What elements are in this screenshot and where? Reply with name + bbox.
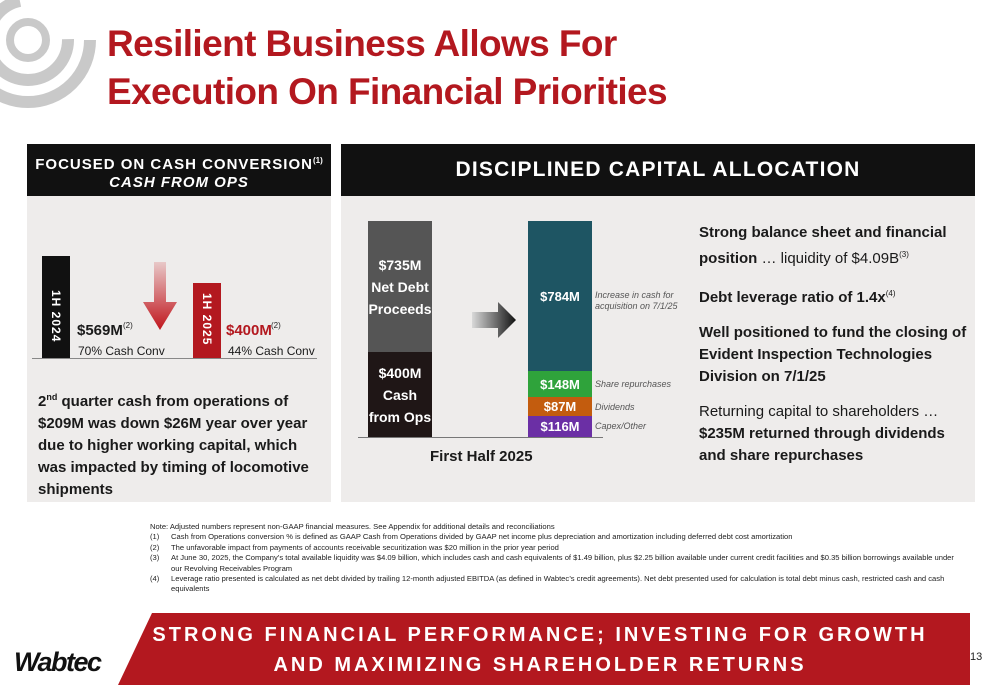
footnote-number: (2) xyxy=(150,542,160,552)
capital-allocation-points: Strong balance sheet and financial posit… xyxy=(699,222,971,480)
segment-value: $784M xyxy=(540,288,580,304)
cash-from-ops-segment: $400M Cash from Ops xyxy=(368,352,432,437)
header-line-1: FOCUSED ON CASH CONVERSION xyxy=(35,156,313,173)
summary-text: quarter cash from operations of $209M wa… xyxy=(38,393,309,498)
segment-value: $148M xyxy=(540,376,580,392)
note-line: acquisition on 7/1/25 xyxy=(595,301,678,311)
bar-1h-2025: 1H 2025 xyxy=(193,283,221,358)
footnote-ref: (2) xyxy=(123,321,133,330)
segment-label: Cash xyxy=(382,386,418,403)
conversion-1h-2024: 70% Cash Conv xyxy=(78,344,165,358)
footnote-text: The unfavorable impact from payments of … xyxy=(171,542,559,552)
share-repurchases-segment: $148M xyxy=(528,371,592,397)
cash-conversion-panel xyxy=(27,144,331,502)
cash-conversion-header: FOCUSED ON CASH CONVERSION(1) CASH FROM … xyxy=(27,144,331,196)
footnote-text: Cash from Operations conversion % is def… xyxy=(171,532,793,542)
chart-period-label: First Half 2025 xyxy=(430,448,533,465)
footnote-intro: Note: Adjusted numbers represent non-GAA… xyxy=(150,522,555,531)
segment-value: $87M xyxy=(543,399,577,414)
down-arrow-icon xyxy=(143,262,177,330)
footnote-item: (1) Cash from Operations conversion % is … xyxy=(150,532,965,542)
point-returns: Returning capital to shareholders … $235M… xyxy=(699,401,971,467)
footnotes: Note: Adjusted numbers represent non-GAA… xyxy=(150,522,965,595)
net-debt-proceeds-segment: $735M Net Debt Proceeds xyxy=(368,221,432,352)
right-arrow-icon xyxy=(472,302,516,338)
capital-allocation-panel xyxy=(341,144,975,502)
cash-ops-summary: 2nd quarter cash from operations of $209… xyxy=(38,386,328,501)
footnote-ref: (1) xyxy=(312,156,323,165)
chart-baseline xyxy=(32,358,317,359)
title-line-2: Execution On Financial Priorities xyxy=(107,71,668,112)
footnote-item: (4) Leverage ratio presented is calculate… xyxy=(150,574,965,595)
ordinal-number: 2 xyxy=(38,393,47,410)
segment-label: Proceeds xyxy=(368,300,432,317)
wabtec-logo: Wabtec xyxy=(14,647,102,677)
title-line-1: Resilient Business Allows For xyxy=(107,23,617,64)
footnote-number: (1) xyxy=(150,532,160,542)
segment-label: from Ops xyxy=(368,408,432,425)
bar-label-1h-2025: 1H 2025 xyxy=(200,293,214,346)
note-line: Increase in cash for xyxy=(595,290,674,300)
wabtec-swirl-icon xyxy=(0,0,96,108)
footnote-text: At June 30, 2025, the Company’s total av… xyxy=(171,553,954,573)
point-bold: Well positioned to fund the closing of E… xyxy=(699,324,967,385)
bar-1h-2024: 1H 2024 xyxy=(42,256,70,358)
segment-value: $400M xyxy=(378,364,422,381)
banner-line-2: AND MAXIMIZING SHAREHOLDER RETURNS xyxy=(273,654,807,676)
point-acquisition: Well positioned to fund the closing of E… xyxy=(699,322,971,388)
footnote-ref: (2) xyxy=(271,321,281,330)
conversion-1h-2025: 44% Cash Conv xyxy=(228,344,315,358)
footnote-number: (3) xyxy=(150,553,160,563)
footnote-text: Leverage ratio presented is calculated a… xyxy=(171,574,945,594)
dividends-note: Dividends xyxy=(595,402,635,412)
chart-baseline xyxy=(358,437,603,438)
page-number: 13 xyxy=(970,651,983,663)
share-repurchases-note: Share repurchases xyxy=(595,379,672,389)
point-leverage: Debt leverage ratio of 1.4x(4) xyxy=(699,283,971,309)
header-line-2: CASH FROM OPS xyxy=(109,174,249,191)
segment-label: Net Debt xyxy=(371,278,429,295)
point-text: … liquidity of $4.09B xyxy=(757,250,900,267)
value-1h-2025: $400M xyxy=(226,322,272,339)
point-bold: Strong balance sheet and financial posit… xyxy=(699,224,947,267)
bottom-banner xyxy=(118,613,970,685)
footnote-number: (4) xyxy=(150,574,160,584)
point-bold: $235M returned through dividends and sha… xyxy=(699,425,945,464)
dividends-segment: $87M xyxy=(528,397,592,416)
banner-text: STRONG FINANCIAL PERFORMANCE; INVESTING … xyxy=(150,620,930,680)
segment-value: $116M xyxy=(540,419,580,434)
footnote-ref: (4) xyxy=(885,289,896,298)
footnote-ref: (3) xyxy=(899,250,909,259)
point-text: Returning capital to shareholders … xyxy=(699,403,939,420)
ordinal-suffix: nd xyxy=(46,392,58,402)
footnote-item: (2) The unfavorable impact from payments … xyxy=(150,543,965,553)
capex-note: Capex/Other xyxy=(595,421,647,431)
bar-label-1h-2024: 1H 2024 xyxy=(49,290,63,343)
point-liquidity: Strong balance sheet and financial posit… xyxy=(699,222,971,270)
segment-value: $735M xyxy=(378,256,422,273)
point-bold: Debt leverage ratio of 1.4x xyxy=(699,289,886,306)
banner-line-1: STRONG FINANCIAL PERFORMANCE; INVESTING … xyxy=(152,624,928,646)
value-1h-2024: $569M xyxy=(77,322,123,339)
cash-increase-segment: $784M xyxy=(528,221,592,371)
footnote-item: (3) At June 30, 2025, the Company’s total… xyxy=(150,553,965,574)
capex-segment: $116M xyxy=(528,416,592,437)
page-title: Resilient Business Allows For Execution … xyxy=(107,20,967,116)
increase-note: Increase in cash for acquisition on 7/1/… xyxy=(595,290,678,312)
capital-allocation-header: DISCIPLINED CAPITAL ALLOCATION xyxy=(341,144,975,196)
